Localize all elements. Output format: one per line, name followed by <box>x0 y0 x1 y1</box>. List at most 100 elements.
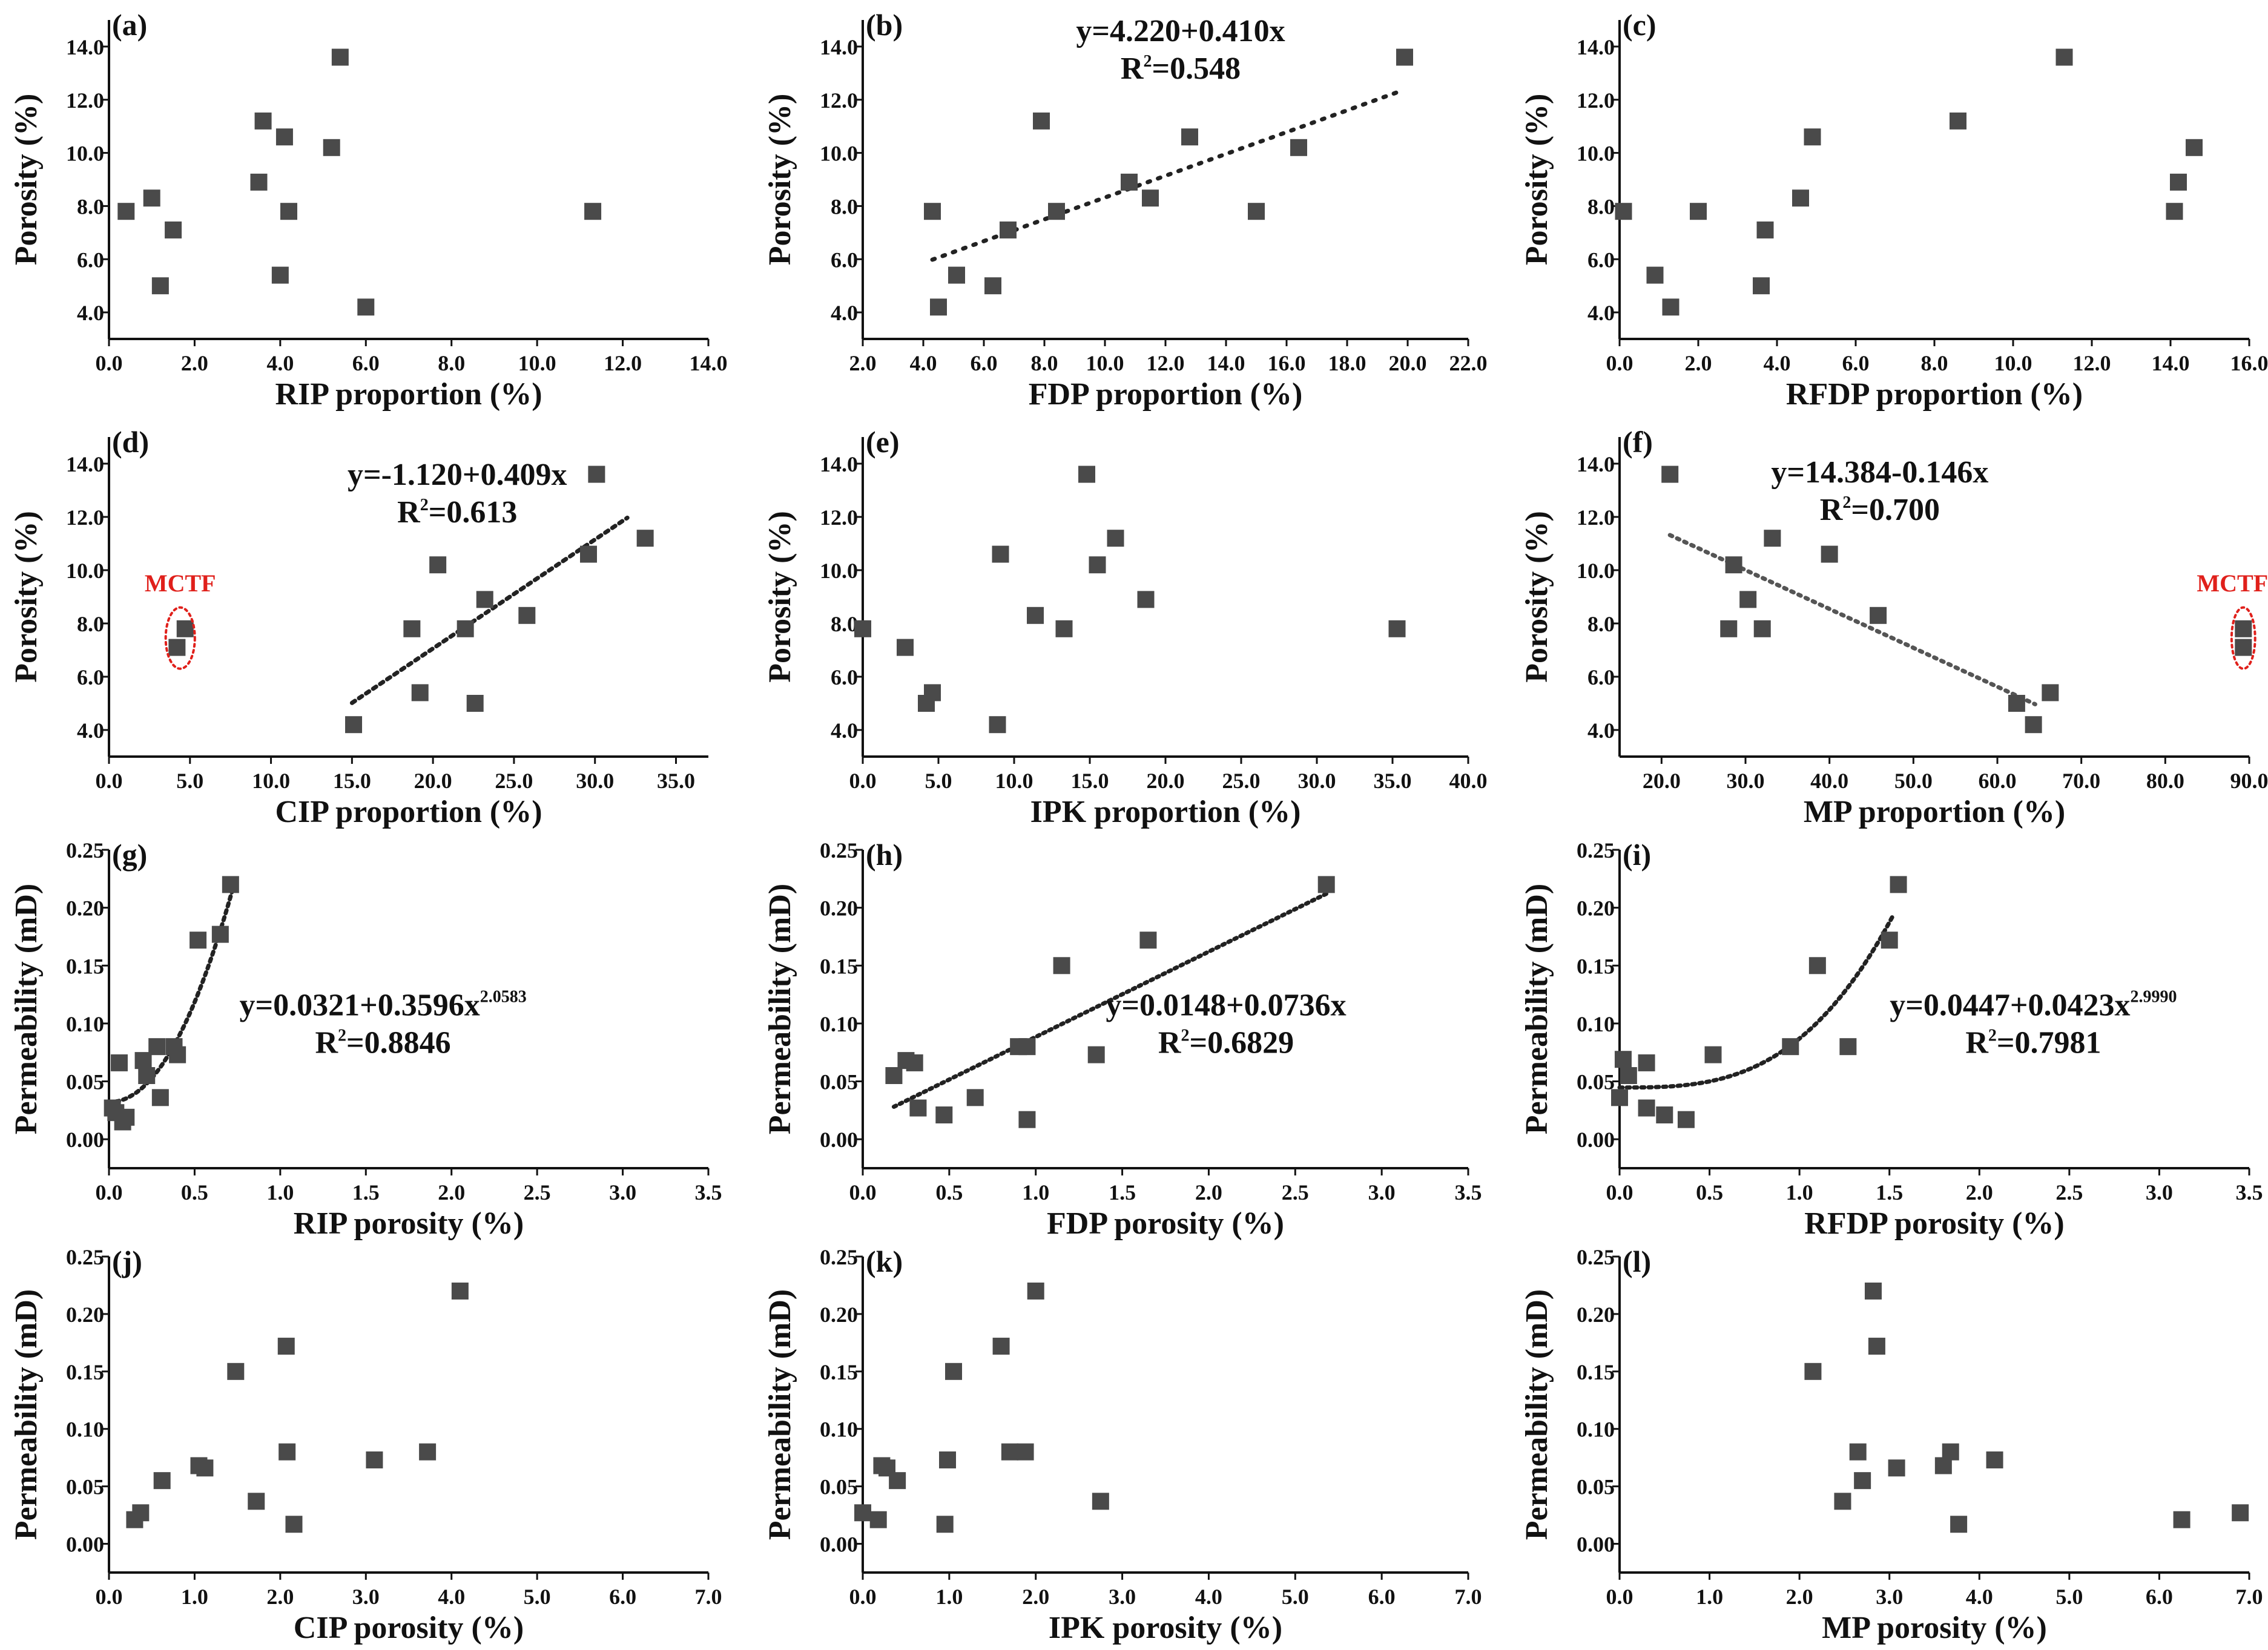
data-point <box>1888 1459 1905 1477</box>
data-point <box>1756 221 1774 238</box>
data-point <box>1107 530 1124 547</box>
data-point <box>1001 1443 1018 1461</box>
data-point <box>885 1067 903 1084</box>
x-tick-label: 0.0 <box>849 1180 877 1205</box>
y-tick-label: 6.0 <box>1587 248 1615 272</box>
x-axis-title: MP porosity (%) <box>1822 1611 2047 1645</box>
data-point <box>279 1443 296 1461</box>
y-tick-label: 0.25 <box>66 838 104 863</box>
data-point <box>1646 266 1664 284</box>
data-point <box>151 277 169 295</box>
x-tick-label: 2.0 <box>181 351 208 375</box>
data-point <box>1661 465 1679 483</box>
x-tick-label: 4.0 <box>438 1585 465 1609</box>
x-tick-label: 2.0 <box>1022 1585 1049 1609</box>
data-point <box>1181 128 1198 146</box>
panel-i: 0.0 0.5 1.0 1.5 2.0 2.5 3.0 3.5 0.00 0.05 0.10 0.15… <box>1520 838 2263 1241</box>
data-point <box>1290 139 1307 156</box>
data-point <box>1804 1362 1822 1380</box>
x-tick-label: 20.0 <box>1643 769 1681 793</box>
x-axis-title: CIP porosity (%) <box>294 1611 524 1645</box>
y-tick-label: 0.15 <box>66 1360 104 1384</box>
data-point <box>945 1362 962 1380</box>
data-point <box>222 876 239 893</box>
x-tick-label: 16.0 <box>2230 351 2268 375</box>
data-point <box>466 695 484 712</box>
data-point <box>132 1504 150 1522</box>
fit-equation: y=0.0148+0.0736x <box>1106 988 1346 1023</box>
y-axis-title: Permeability (mD) <box>763 884 797 1134</box>
annotation-label: MCTF <box>2197 570 2268 597</box>
y-tick-label: 14.0 <box>820 452 858 476</box>
y-tick-label: 4.0 <box>77 718 104 743</box>
x-tick-label: 7.0 <box>1455 1585 1482 1609</box>
y-axis-title: Permeability (mD) <box>763 1289 797 1540</box>
x-tick-label: 3.5 <box>1455 1180 1482 1205</box>
x-axis-title: IPK porosity (%) <box>1049 1611 1282 1645</box>
data-point <box>1033 112 1050 130</box>
x-tick-label: 0.0 <box>96 769 123 793</box>
y-tick-label: 0.15 <box>1577 1360 1615 1384</box>
x-tick-label: 4.0 <box>266 351 294 375</box>
r2-symbol: R <box>1965 1026 1989 1060</box>
data-point <box>1890 876 1907 893</box>
panel-label: (i) <box>1623 838 1651 872</box>
y-tick-label: 0.00 <box>66 1533 104 1557</box>
y-tick-label: 0.10 <box>820 1012 858 1036</box>
x-tick-label: 2.5 <box>1282 1180 1309 1205</box>
data-point <box>1804 128 1821 146</box>
x-tick-label: 2.0 <box>1685 351 1712 375</box>
y-tick-label: 8.0 <box>77 194 104 219</box>
x-axis-title: IPK proportion (%) <box>1030 795 1301 829</box>
data-point <box>1720 620 1738 637</box>
y-tick-label: 0.15 <box>820 1360 858 1384</box>
data-point <box>254 112 272 130</box>
x-tick-label: 6.0 <box>971 351 998 375</box>
data-point <box>1950 1516 1968 1533</box>
y-tick-label: 12.0 <box>66 505 104 530</box>
x-tick-label: 80.0 <box>2146 769 2184 793</box>
x-tick-label: 25.0 <box>495 769 533 793</box>
x-tick-label: 1.0 <box>1786 1180 1813 1205</box>
y-tick-label: 0.20 <box>66 896 104 921</box>
y-tick-label: 0.15 <box>820 954 858 978</box>
data-point <box>1089 556 1106 574</box>
x-tick-label: 10.0 <box>1086 351 1124 375</box>
r2-symbol: R <box>315 1026 338 1060</box>
data-point <box>1950 112 1966 130</box>
panel-label: (c) <box>1623 8 1656 42</box>
x-tick-label: 8.0 <box>1921 351 1948 375</box>
y-tick-label: 0.05 <box>66 1475 104 1499</box>
data-point <box>117 1108 135 1126</box>
y-tick-label: 12.0 <box>66 88 104 113</box>
x-tick-label: 5.0 <box>2055 1585 2083 1609</box>
y-tick-label: 10.0 <box>820 559 858 583</box>
y-tick-label: 8.0 <box>77 612 104 636</box>
fit-equation-main: y=-1.120+0.409x <box>348 458 567 492</box>
data-point <box>2055 48 2073 66</box>
x-tick-label: 30.0 <box>576 769 614 793</box>
data-point <box>1048 203 1065 220</box>
data-point <box>1620 1067 1637 1084</box>
data-point <box>966 1089 984 1106</box>
data-point <box>1611 1089 1628 1106</box>
x-tick-label: 2.0 <box>1195 1180 1222 1205</box>
panel-label: (h) <box>866 838 903 872</box>
data-point <box>854 620 871 637</box>
x-tick-label: 40.0 <box>1810 769 1848 793</box>
x-tick-label: 22.0 <box>1449 351 1488 375</box>
data-point <box>429 556 447 574</box>
x-tick-label: 0.0 <box>96 1585 123 1609</box>
x-axis-title: RIP porosity (%) <box>294 1206 524 1241</box>
x-tick-label: 50.0 <box>1894 769 1933 793</box>
y-tick-label: 6.0 <box>77 665 104 689</box>
y-tick-label: 0.10 <box>66 1012 104 1036</box>
data-point <box>1614 1051 1632 1068</box>
y-tick-label: 0.15 <box>1577 954 1615 978</box>
data-point <box>153 1472 171 1490</box>
x-tick-label: 15.0 <box>1071 769 1109 793</box>
panel-label: (l) <box>1623 1244 1651 1278</box>
panel-label: (j) <box>112 1244 142 1278</box>
x-tick-label: 5.0 <box>925 769 952 793</box>
data-point <box>1725 556 1742 574</box>
